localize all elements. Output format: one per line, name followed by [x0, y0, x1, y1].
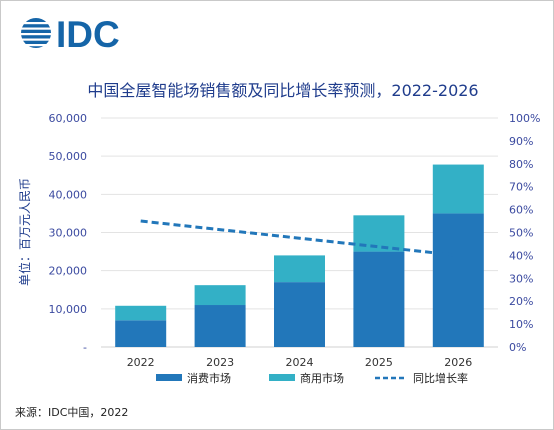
left-tick-label: -	[83, 341, 87, 354]
left-axis-ticks: - 10,000 20,000 30,000 40,000 50,000 60,000	[49, 112, 88, 354]
growth-line-path	[140, 219, 459, 257]
bar-consumer	[432, 213, 484, 347]
right-tick-label: 40%	[509, 249, 533, 262]
globe-icon	[21, 18, 51, 48]
bar-consumer	[194, 305, 246, 347]
right-tick-label: 0%	[509, 341, 526, 354]
bar-commercial	[194, 285, 246, 306]
right-tick-label: 80%	[509, 158, 533, 171]
left-tick-label: 10,000	[49, 303, 88, 316]
right-axis-ticks: 0% 10% 20% 30% 40% 50% 60% 70% 80% 90% 100%	[509, 112, 540, 354]
right-tick-label: 70%	[509, 181, 533, 194]
left-tick-label: 20,000	[49, 265, 88, 278]
x-tick-label: 2022	[127, 356, 155, 369]
bar-consumer	[353, 251, 405, 347]
right-tick-label: 10%	[509, 318, 533, 331]
left-tick-label: 50,000	[49, 150, 88, 163]
legend: 消费市场 商用市场 同比增长率	[156, 371, 468, 385]
x-axis-ticks: 2022 2023 2024 2025 2026	[127, 356, 473, 369]
bar-commercial	[274, 255, 325, 283]
x-tick-label: 2024	[286, 356, 314, 369]
source-note: 来源：IDC中国，2022	[15, 405, 128, 419]
right-tick-label: 60%	[509, 204, 533, 217]
legend-swatch-commercial	[269, 374, 295, 381]
x-tick-label: 2025	[365, 356, 393, 369]
growth-line	[140, 219, 459, 257]
right-tick-label: 90%	[509, 135, 533, 148]
logo-text: IDC	[56, 14, 120, 55]
bar-consumer	[274, 282, 325, 347]
right-tick-label: 100%	[509, 112, 540, 125]
right-tick-label: 30%	[509, 272, 533, 285]
legend-swatch-consumer	[156, 374, 182, 381]
bar-commercial	[432, 164, 484, 214]
right-tick-label: 20%	[509, 295, 533, 308]
left-tick-label: 60,000	[49, 112, 88, 125]
legend-label-consumer: 消费市场	[187, 371, 231, 385]
y-axis-label: 单位：百万元人民币	[17, 178, 32, 286]
bar-consumer	[115, 320, 167, 347]
right-tick-label: 50%	[509, 227, 533, 240]
chart-title: 中国全屋智能场销售额及同比增长率预测，2022-2026	[87, 81, 478, 100]
left-tick-label: 30,000	[49, 227, 88, 240]
bar-commercial	[115, 305, 167, 321]
bars	[115, 164, 484, 347]
legend-label-growth: 同比增长率	[413, 371, 468, 385]
x-tick-label: 2026	[444, 356, 472, 369]
idc-logo: IDC	[21, 14, 120, 55]
legend-label-commercial: 商用市场	[300, 371, 344, 385]
x-tick-label: 2023	[206, 356, 234, 369]
left-tick-label: 40,000	[49, 188, 88, 201]
